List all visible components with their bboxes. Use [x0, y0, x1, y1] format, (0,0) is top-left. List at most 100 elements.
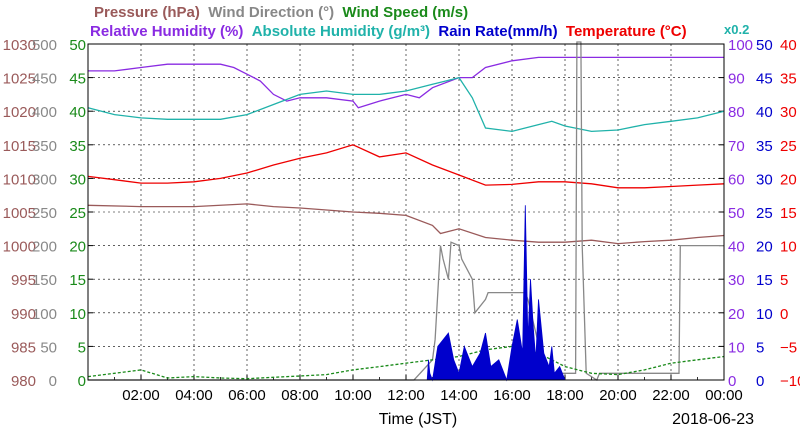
wind-speed-tick: 15: [69, 272, 86, 289]
title-part: Wind Speed (m/s): [334, 4, 468, 21]
series-relative-humidity: [88, 56, 724, 109]
wind-speed-tick: 0: [78, 373, 86, 390]
series-absolute-humidity-x-: [87, 76, 725, 133]
pressure-tick: 1005: [3, 205, 36, 222]
x-tick-label: 10:00: [334, 387, 372, 404]
rain-rate-tick: 10: [756, 306, 773, 323]
chart-title-row-1: Pressure (hPa) Wind Direction (°) Wind S…: [94, 4, 468, 21]
x-tick-label: 18:00: [546, 387, 584, 404]
wind-speed-tick: 50: [69, 37, 86, 54]
wind-speed-tick: 35: [69, 138, 86, 155]
series-temperature: [87, 144, 725, 189]
date-label: 2018-06-23: [672, 411, 754, 428]
wind-direction-tick: 500: [32, 37, 57, 54]
pressure-tick: 980: [11, 373, 36, 390]
title-part: Relative Humidity (%): [90, 23, 243, 40]
rain-rate-tick: 0: [756, 373, 764, 390]
title-part: Wind Direction (°): [200, 4, 334, 21]
plot-frame: [87, 43, 725, 381]
pressure-tick: 990: [11, 306, 36, 323]
x-tick-label: 08:00: [281, 387, 319, 404]
x-tick-label: 12:00: [387, 387, 425, 404]
title-part: Temperature (°C): [558, 23, 687, 40]
rain-rate-tick: 30: [756, 171, 773, 188]
rain-rate-tick: 25: [756, 205, 773, 222]
grid: [88, 44, 724, 380]
relative-humidity-tick: 0: [728, 373, 736, 390]
series: [87, 41, 725, 382]
temperature-tick: 25: [780, 138, 797, 155]
rain-rate-tick: 35: [756, 138, 773, 155]
x-tick-label: 22:00: [652, 387, 690, 404]
temperature-tick: 10: [780, 239, 797, 256]
relative-humidity-tick: 70: [728, 138, 745, 155]
wind-speed-tick: 40: [69, 104, 86, 121]
temperature-tick: 35: [780, 71, 797, 88]
pressure-tick: 985: [11, 339, 36, 356]
x-tick-label: 20:00: [599, 387, 637, 404]
wind-direction-tick: 250: [32, 205, 57, 222]
relative-humidity-tick: 50: [728, 205, 745, 222]
wind-speed-tick: 20: [69, 239, 86, 256]
wind-direction-tick: 450: [32, 71, 57, 88]
relative-humidity-tick: 30: [728, 272, 745, 289]
temperature-tick: 20: [780, 171, 797, 188]
wind-direction-tick: 300: [32, 171, 57, 188]
wind-direction-tick: 0: [49, 373, 57, 390]
temperature-tick: 0: [780, 306, 788, 323]
pressure-tick: 1030: [3, 37, 36, 54]
x-tick-label: 16:00: [493, 387, 531, 404]
pressure-tick: 995: [11, 272, 36, 289]
x-tick-label: 04:00: [175, 387, 213, 404]
rain-rate-tick: 40: [756, 104, 773, 121]
rain-rate-tick: 50: [756, 37, 773, 54]
series-wind-direction: [88, 41, 724, 381]
wind-speed-tick: 25: [69, 205, 86, 222]
relative-humidity-tick: 80: [728, 104, 745, 121]
series-rain-rate: [426, 205, 566, 382]
pressure-tick: 1015: [3, 138, 36, 155]
title-part: Absolute Humidity (g/m³): [243, 23, 430, 40]
temperature-tick: 5: [780, 272, 788, 289]
wind-direction-tick: 50: [40, 339, 57, 356]
series-pressure: [87, 203, 725, 245]
pressure-tick: 1020: [3, 104, 36, 121]
wind-speed-tick: 10: [69, 306, 86, 323]
series-wind-speed: [87, 345, 725, 380]
relative-humidity-tick: 60: [728, 171, 745, 188]
rain-rate-tick: 20: [756, 239, 773, 256]
relative-humidity-tick: 90: [728, 71, 745, 88]
scale-note: x0.2: [724, 22, 749, 37]
wind-direction-tick: 350: [32, 138, 57, 155]
temperature-tick: −10: [780, 373, 800, 390]
title-part: Rain Rate(mm/h): [430, 23, 558, 40]
temperature-tick: 30: [780, 104, 797, 121]
axes: 02:00 04:00 06:00 08:00 10:00 12:00 14:00 16:00…: [3, 37, 800, 404]
pressure-tick: 1000: [3, 239, 36, 256]
wind-speed-tick: 5: [78, 339, 86, 356]
rain-rate-tick: 45: [756, 71, 773, 88]
x-axis-label: Time (JST): [379, 411, 458, 428]
relative-humidity-tick: 40: [728, 239, 745, 256]
chart-title-row-2: Relative Humidity (%) Absolute Humidity …: [90, 23, 687, 40]
temperature-tick: −5: [780, 339, 797, 356]
temperature-tick: 40: [780, 37, 797, 54]
temperature-tick: 15: [780, 205, 797, 222]
rain-rate-tick: 15: [756, 272, 773, 289]
x-tick-label: 00:00: [705, 387, 743, 404]
rain-rate-tick: 5: [756, 339, 764, 356]
x-tick-label: 02:00: [122, 387, 160, 404]
pressure-tick: 1025: [3, 71, 36, 88]
relative-humidity-tick: 100: [728, 37, 753, 54]
x-tick-label: 06:00: [228, 387, 266, 404]
wind-direction-tick: 200: [32, 239, 57, 256]
title-part: Pressure (hPa): [94, 4, 200, 21]
relative-humidity-tick: 20: [728, 306, 745, 323]
relative-humidity-tick: 10: [728, 339, 745, 356]
wind-speed-tick: 30: [69, 171, 86, 188]
wind-direction-tick: 150: [32, 272, 57, 289]
wind-speed-tick: 45: [69, 71, 86, 88]
x-tick-label: 14:00: [440, 387, 478, 404]
wind-direction-tick: 100: [32, 306, 57, 323]
